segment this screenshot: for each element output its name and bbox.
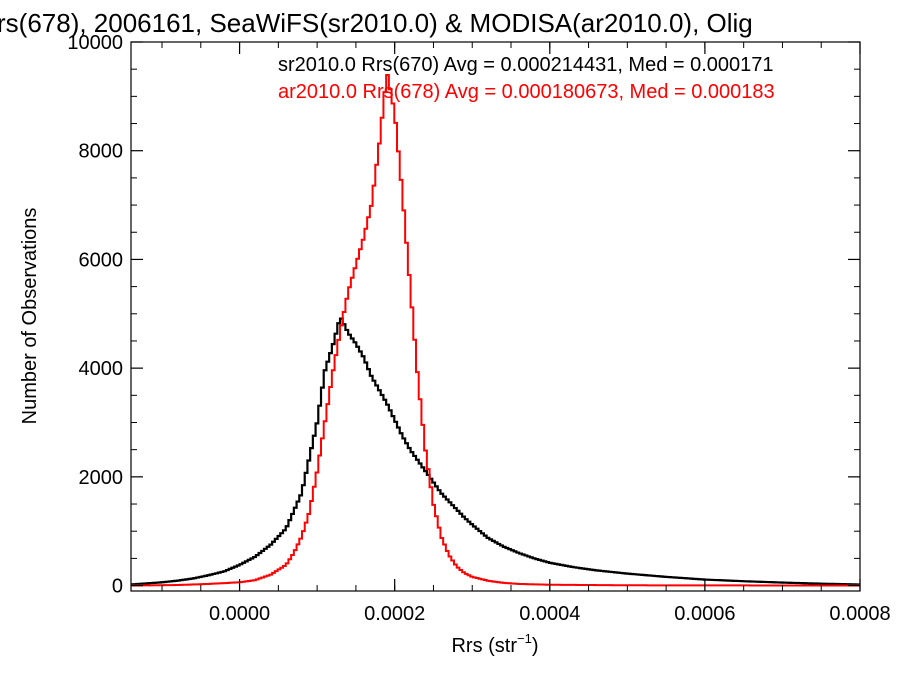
y-tick-label: 4000: [79, 358, 124, 380]
chart-title: rs(678), 2006161, SeaWiFS(sr2010.0) & MO…: [0, 8, 753, 38]
x-axis-label-main: Rrs (str: [451, 635, 517, 657]
x-tick-label: 0.0000: [209, 603, 270, 625]
legend-entry-ar2010: ar2010.0 Rrs(678) Avg = 0.000180673, Med…: [278, 81, 775, 103]
x-axis-label-close: ): [532, 635, 539, 657]
y-tick-label: 0: [112, 576, 123, 598]
series-layer: [131, 73, 860, 587]
x-tick-label: 0.0004: [519, 603, 580, 625]
plot-frame: [130, 41, 861, 592]
y-tick-label: 2000: [79, 467, 124, 489]
y-tick-label: 10000: [67, 32, 123, 54]
x-tick-label: 0.0008: [829, 603, 890, 625]
x-axis-label-superscript: −1: [517, 631, 532, 646]
x-tick-label: 0.0006: [674, 603, 735, 625]
x-axis-label: Rrs (str−1): [451, 631, 538, 657]
x-tick-label: 0.0002: [364, 603, 425, 625]
y-axis-label: Number of Observations: [19, 208, 41, 425]
y-tick-label: 8000: [79, 141, 124, 163]
y-tick-label: 6000: [79, 249, 124, 271]
series-line-1: [131, 73, 860, 587]
series-line-0: [131, 317, 860, 586]
ticks-layer: 0.0000 0.0002 0.0004 0.0006 0.0008 0 2000 4000 6…: [67, 32, 890, 625]
legend-entry-sr2010: sr2010.0 Rrs(670) Avg = 0.000214431, Med…: [278, 54, 774, 76]
